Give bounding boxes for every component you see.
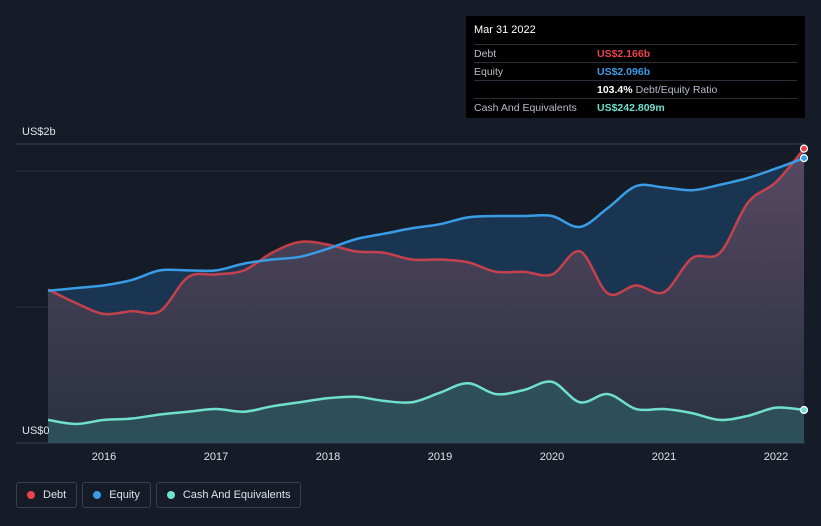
- cash-end-marker: [799, 405, 809, 415]
- equity-line: [47, 156, 805, 293]
- tooltip-date: Mar 31 2022: [474, 24, 536, 36]
- tooltip-cash-value: US$242.809m: [597, 101, 665, 114]
- tooltip-cash-label: Cash And Equivalents: [474, 101, 577, 114]
- debt-area: [48, 148, 804, 443]
- tooltip-equity-label: Equity: [474, 65, 504, 78]
- tooltip-equity-value: US$2.096b: [597, 65, 651, 78]
- y-axis-label-bottom: US$0: [22, 425, 50, 437]
- legend-label-cash: Cash And Equivalents: [182, 489, 291, 501]
- x-tick-label: 2022: [763, 451, 789, 463]
- tooltip-row-equity: Equity US$2.096b: [474, 62, 797, 80]
- legend-dot-debt: [27, 491, 35, 499]
- tooltip-row-cash: Cash And Equivalents US$242.809m: [474, 98, 797, 116]
- x-tick-label: 2021: [651, 451, 677, 463]
- tooltip-debt-label: Debt: [474, 47, 497, 60]
- tooltip-ratio-value: 103.4%: [597, 83, 633, 96]
- cash-line: [47, 380, 805, 426]
- end-markers: [799, 144, 809, 415]
- legend-label-equity: Equity: [109, 489, 140, 501]
- chart-legend: Debt Equity Cash And Equivalents: [16, 482, 302, 508]
- legend-item-equity[interactable]: Equity: [82, 482, 151, 508]
- tooltip-debt-value: US$2.166b: [597, 47, 651, 60]
- legend-item-debt[interactable]: Debt: [16, 482, 78, 508]
- debt-line: [47, 147, 805, 316]
- x-tick-label: 2018: [315, 451, 341, 463]
- x-tick-label: 2020: [539, 451, 565, 463]
- tooltip-row-ratio: 103.4% Debt/Equity Ratio: [474, 80, 797, 98]
- x-tick-label: 2016: [91, 451, 117, 463]
- legend-label-debt: Debt: [43, 489, 67, 501]
- equity-end-marker: [799, 154, 809, 163]
- tooltip-ratio-label: Debt/Equity Ratio: [635, 83, 718, 96]
- series-lines: [47, 147, 805, 426]
- legend-item-cash[interactable]: Cash And Equivalents: [155, 482, 302, 508]
- y-axis-label-top: US$2b: [22, 126, 56, 138]
- data-tooltip: Mar 31 2022 Debt US$2.166b Equity US$2.0…: [466, 16, 805, 118]
- tooltip-row-debt: Debt US$2.166b: [474, 44, 797, 62]
- legend-dot-cash: [166, 491, 175, 499]
- debt-end-marker: [799, 144, 809, 153]
- x-tick-label: 2019: [427, 451, 453, 463]
- x-tick-label: 2017: [203, 451, 229, 463]
- legend-dot-equity: [93, 491, 102, 499]
